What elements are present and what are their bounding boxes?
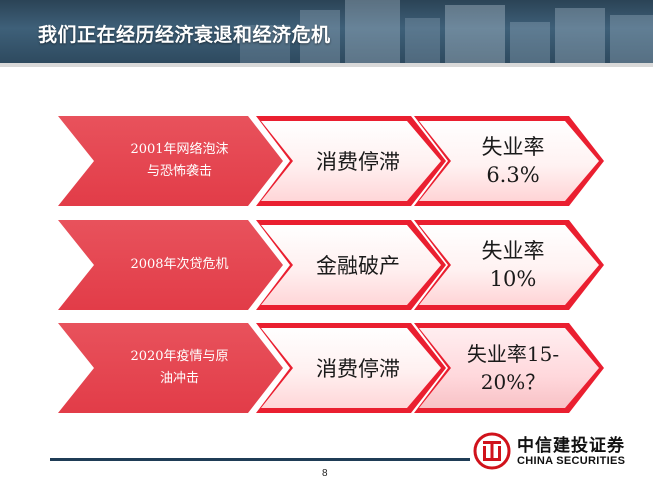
unemployment-value: 6.3% [486, 163, 540, 187]
unemployment-label: 失业率15- [466, 342, 560, 366]
effect-label: 消费停滞 [316, 150, 400, 174]
effect-label: 消费停滞 [316, 357, 400, 381]
event-label-line: 2020年疫情与原 [130, 349, 229, 364]
company-logo: 中信建投证券 CHINA SECURITIES [473, 430, 638, 474]
logo-chinese-name: 中信建投证券 [517, 436, 625, 456]
logo-english-name: CHINA SECURITIES [517, 455, 626, 467]
effect-chevron: 消费停滞 [256, 116, 446, 206]
unemployment-label: 失业率 [481, 239, 545, 263]
effect-chevron: 金融破产 [256, 220, 446, 310]
event-label-line: 2008年次贷危机 [130, 257, 229, 272]
row-2001: 2001年网络泡沫 与恐怖袭击 消费停滞 失业率 6.3% [0, 116, 653, 206]
unemployment-chevron: 失业率15- 20%？ [414, 323, 604, 413]
event-label-line: 2001年网络泡沫 [130, 142, 229, 157]
city-skyline-image [240, 0, 653, 63]
event-chevron: 2001年网络泡沫 与恐怖袭击 [58, 116, 283, 206]
header-banner: 我们正在经历经济衰退和经济危机 [0, 0, 653, 63]
unemployment-label: 失业率 [481, 135, 545, 159]
page-title: 我们正在经历经济衰退和经济危机 [38, 24, 331, 46]
footer-divider [50, 458, 470, 461]
event-label-line: 与恐怖袭击 [146, 164, 212, 179]
header-divider [0, 63, 653, 67]
citic-logo-icon [473, 432, 511, 470]
row-2008: 2008年次贷危机 金融破产 失业率 10% [0, 220, 653, 310]
event-chevron: 2020年疫情与原 油冲击 [58, 323, 283, 413]
event-label-line: 油冲击 [159, 371, 199, 386]
unemployment-value: 10% [489, 267, 537, 291]
effect-chevron: 消费停滞 [256, 323, 446, 413]
effect-label: 金融破产 [316, 254, 400, 278]
unemployment-value: 20%？ [480, 370, 546, 394]
page-number: 8 [322, 468, 328, 479]
event-chevron: 2008年次贷危机 [58, 220, 283, 310]
row-2020: 2020年疫情与原 油冲击 消费停滞 失业率15- 20%？ [0, 323, 653, 413]
